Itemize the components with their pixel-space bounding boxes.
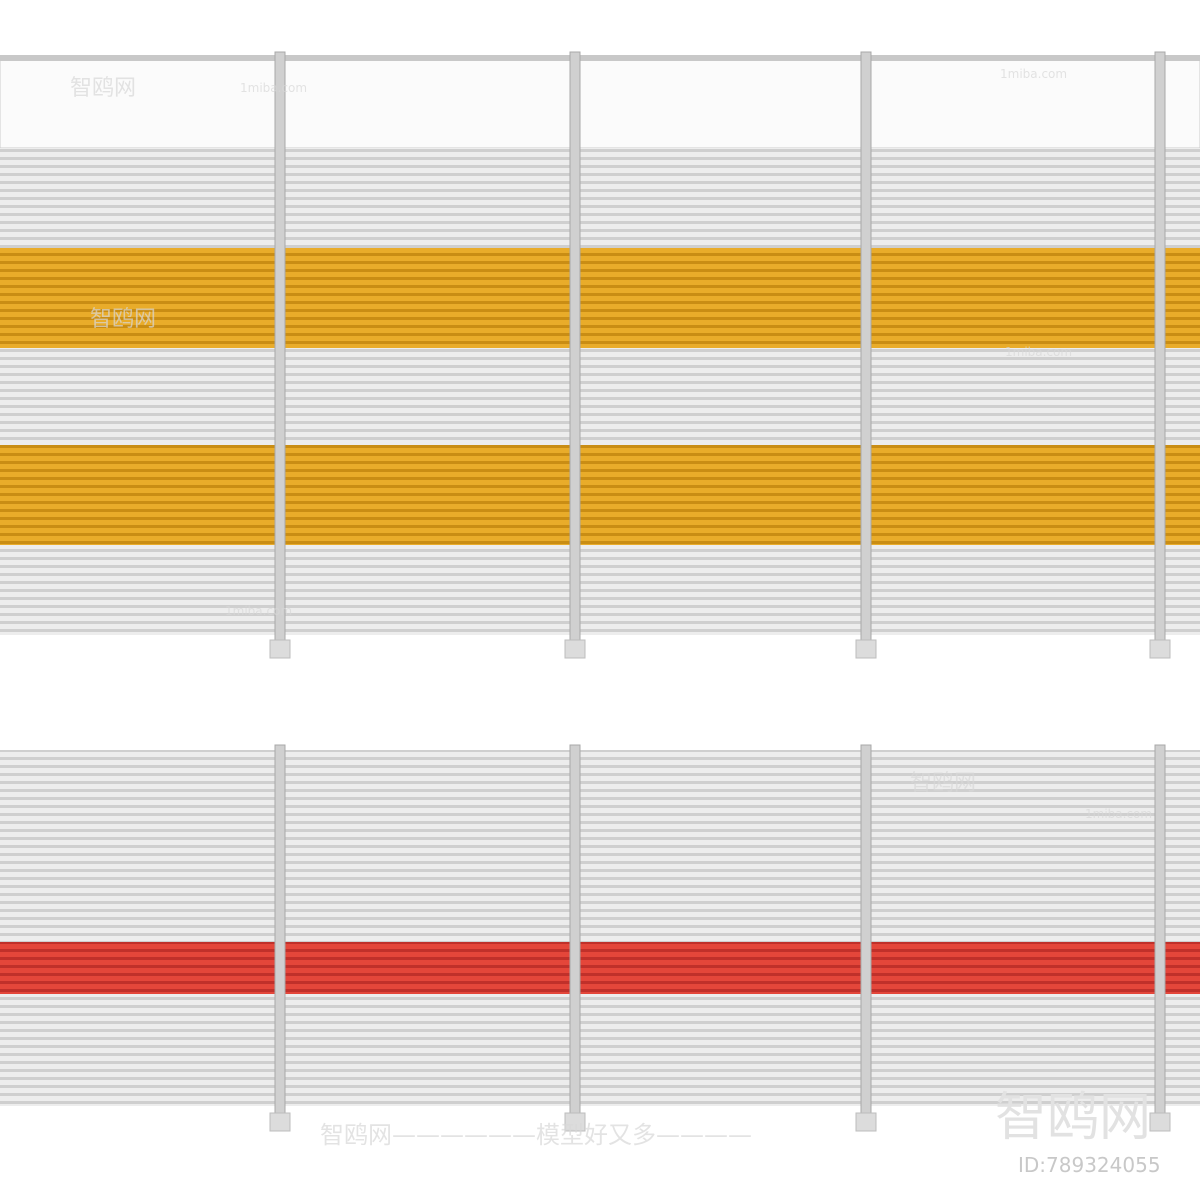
louver-gray	[0, 545, 1200, 635]
watermark-slogan: 智鸥网——————模型好又多————	[320, 1121, 752, 1149]
watermark: 1miba.com	[1085, 807, 1152, 821]
posts	[269, 51, 1171, 1132]
louver-orange	[0, 248, 1200, 348]
footing	[269, 1112, 291, 1132]
footing	[855, 639, 877, 659]
watermark: 智鸥网	[910, 771, 976, 796]
top-rail	[0, 55, 1200, 61]
footing	[564, 1112, 586, 1132]
watermark: 1miba.com	[1000, 67, 1067, 81]
glass-panel	[0, 59, 1200, 149]
footing	[1149, 1112, 1171, 1132]
louver-orange	[0, 445, 1200, 545]
bottom-wall	[0, 750, 1200, 1106]
watermark-brand-large: 智鸥网	[995, 1088, 1151, 1148]
post	[1154, 51, 1166, 641]
watermark: 1miba.com	[1005, 345, 1072, 359]
post	[569, 51, 581, 641]
watermark: 智鸥网	[70, 76, 136, 101]
top-wall	[0, 55, 1200, 635]
post	[1154, 744, 1166, 1116]
louver-gray	[0, 148, 1200, 248]
watermark-id: ID:789324055	[1018, 1153, 1161, 1177]
louver-gray	[0, 994, 1200, 1106]
footing	[564, 639, 586, 659]
footing	[269, 639, 291, 659]
watermark: 智鸥网	[90, 307, 156, 332]
footing	[1149, 639, 1171, 659]
post	[860, 744, 872, 1116]
post	[274, 51, 286, 641]
louver-gray	[0, 348, 1200, 445]
post	[860, 51, 872, 641]
post	[569, 744, 581, 1116]
post	[274, 744, 286, 1116]
louver-gray	[0, 750, 1200, 942]
louver-red	[0, 942, 1200, 994]
footing	[855, 1112, 877, 1132]
watermark: 1miba.com	[225, 604, 292, 618]
watermark: 1miba.com	[240, 81, 307, 95]
